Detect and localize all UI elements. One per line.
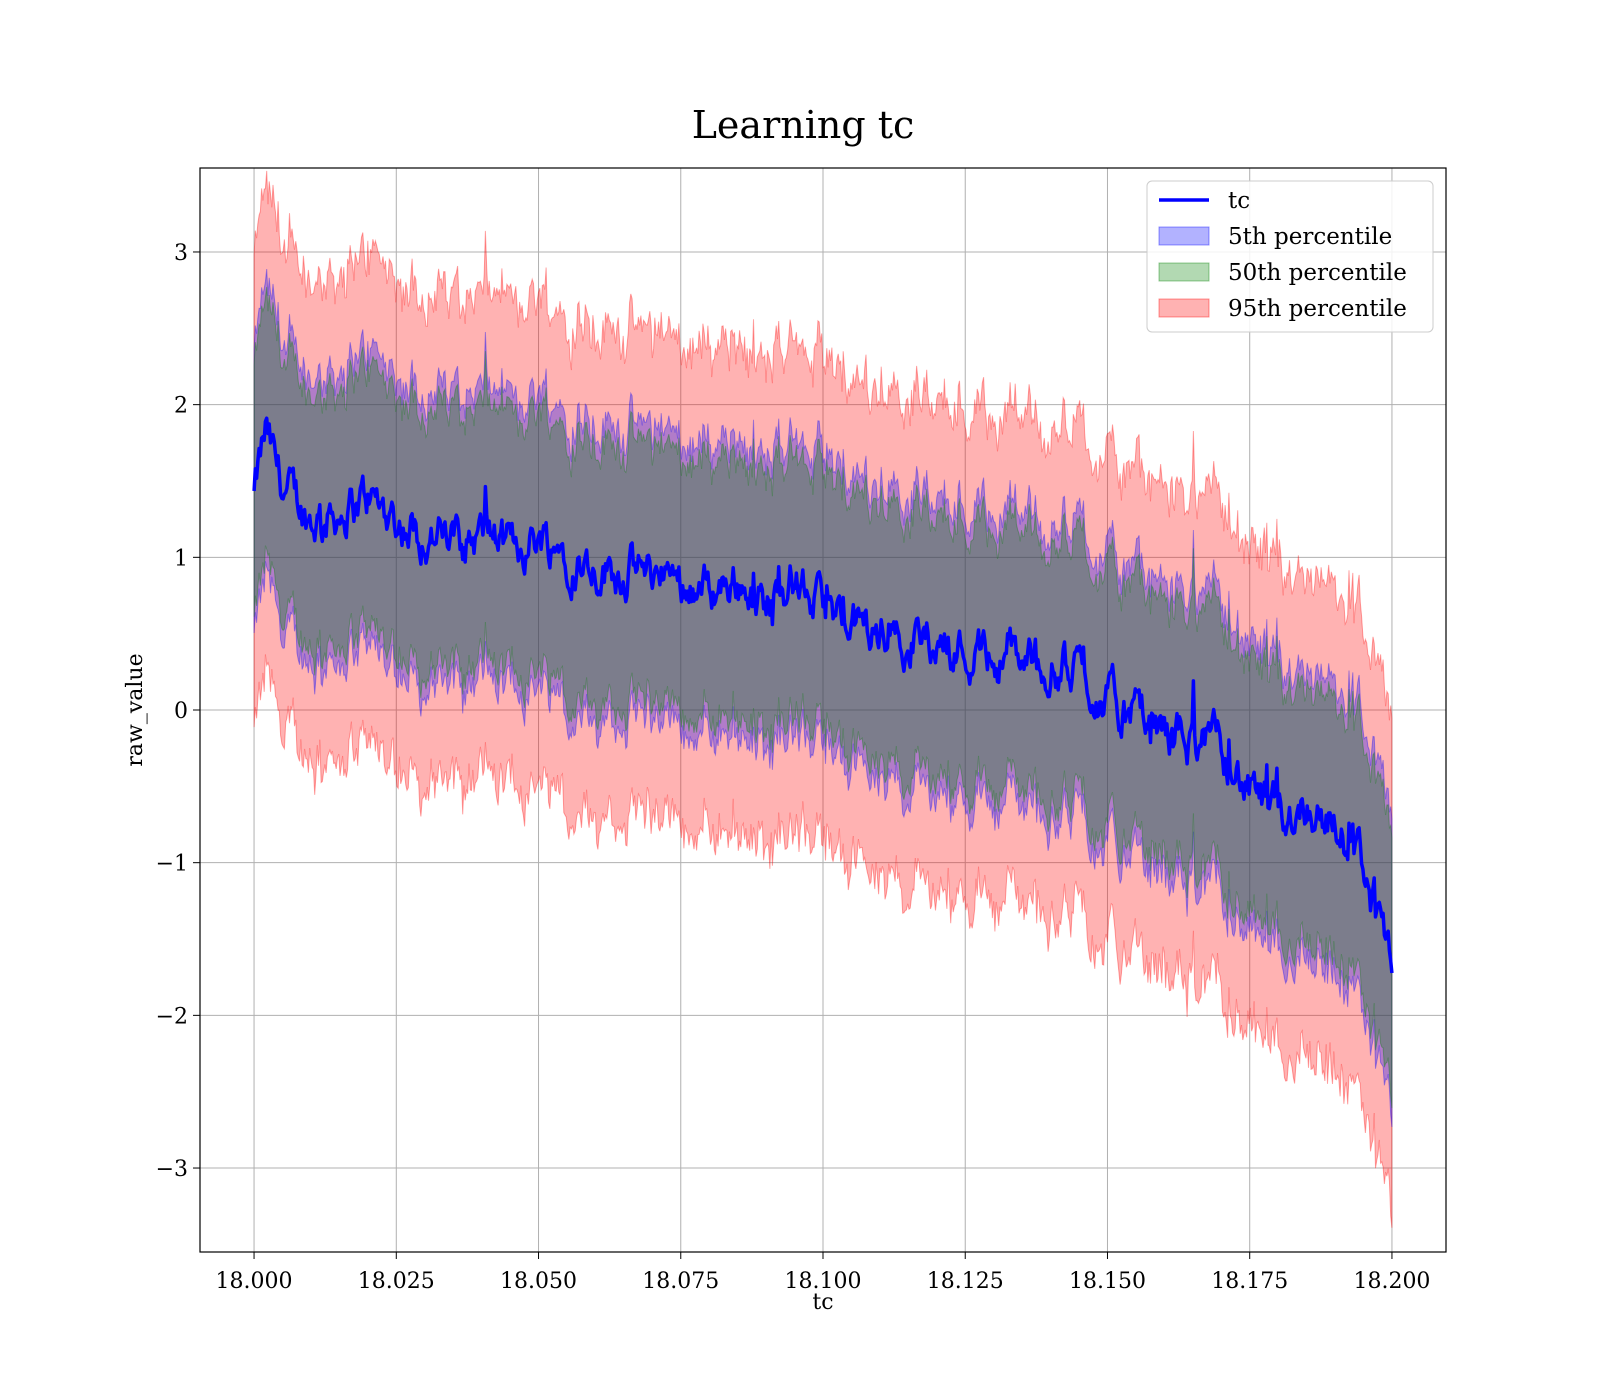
series-lines bbox=[252, 416, 1394, 974]
x-tick-label: 18.075 bbox=[642, 1269, 719, 1294]
legend-swatch bbox=[1158, 262, 1210, 282]
y-tick-label: 3 bbox=[174, 241, 188, 266]
band-50th-percentile bbox=[253, 286, 1393, 1109]
y-tick-label: 0 bbox=[174, 699, 188, 724]
y-axis-ticks: −3 −2 −1 0 1 2 3 bbox=[156, 241, 200, 1182]
x-tick-label: 18.200 bbox=[1353, 1269, 1430, 1294]
legend-label: 5th percentile bbox=[1228, 224, 1392, 250]
legend-label: 50th percentile bbox=[1228, 260, 1407, 286]
x-axis-label: tc bbox=[812, 1290, 833, 1315]
legend-label: tc bbox=[1228, 188, 1250, 214]
legend-box bbox=[1146, 180, 1434, 333]
x-axis-ticks: 18.000 18.025 18.050 18.075 18.100 18.125 18.1… bbox=[216, 1252, 1430, 1294]
legend-swatch bbox=[1158, 298, 1210, 318]
band-5th-percentile bbox=[253, 268, 1393, 1128]
x-tick-label: 18.050 bbox=[500, 1269, 577, 1294]
y-tick-label: −3 bbox=[156, 1157, 188, 1182]
series-line-tc bbox=[252, 416, 1394, 974]
y-axis-label: raw_value bbox=[123, 653, 148, 766]
y-tick-label: −1 bbox=[156, 852, 188, 877]
x-tick-label: 18.000 bbox=[216, 1269, 293, 1294]
legend-label: 95th percentile bbox=[1228, 296, 1407, 322]
chart-title: Learning tc bbox=[692, 103, 915, 147]
legend: tc 5th percentile 50th percentile 95th perc… bbox=[1146, 180, 1434, 333]
x-tick-label: 18.125 bbox=[927, 1269, 1004, 1294]
y-tick-label: −2 bbox=[156, 1004, 188, 1029]
percentile-bands bbox=[253, 170, 1393, 1228]
x-tick-label: 18.100 bbox=[785, 1269, 862, 1294]
x-tick-label: 18.150 bbox=[1069, 1269, 1146, 1294]
legend-swatch bbox=[1158, 226, 1210, 246]
y-tick-label: 2 bbox=[174, 394, 188, 419]
y-tick-label: 1 bbox=[174, 546, 188, 571]
band-95th-percentile bbox=[253, 170, 1393, 1228]
x-tick-label: 18.175 bbox=[1211, 1269, 1288, 1294]
x-tick-label: 18.025 bbox=[358, 1269, 435, 1294]
